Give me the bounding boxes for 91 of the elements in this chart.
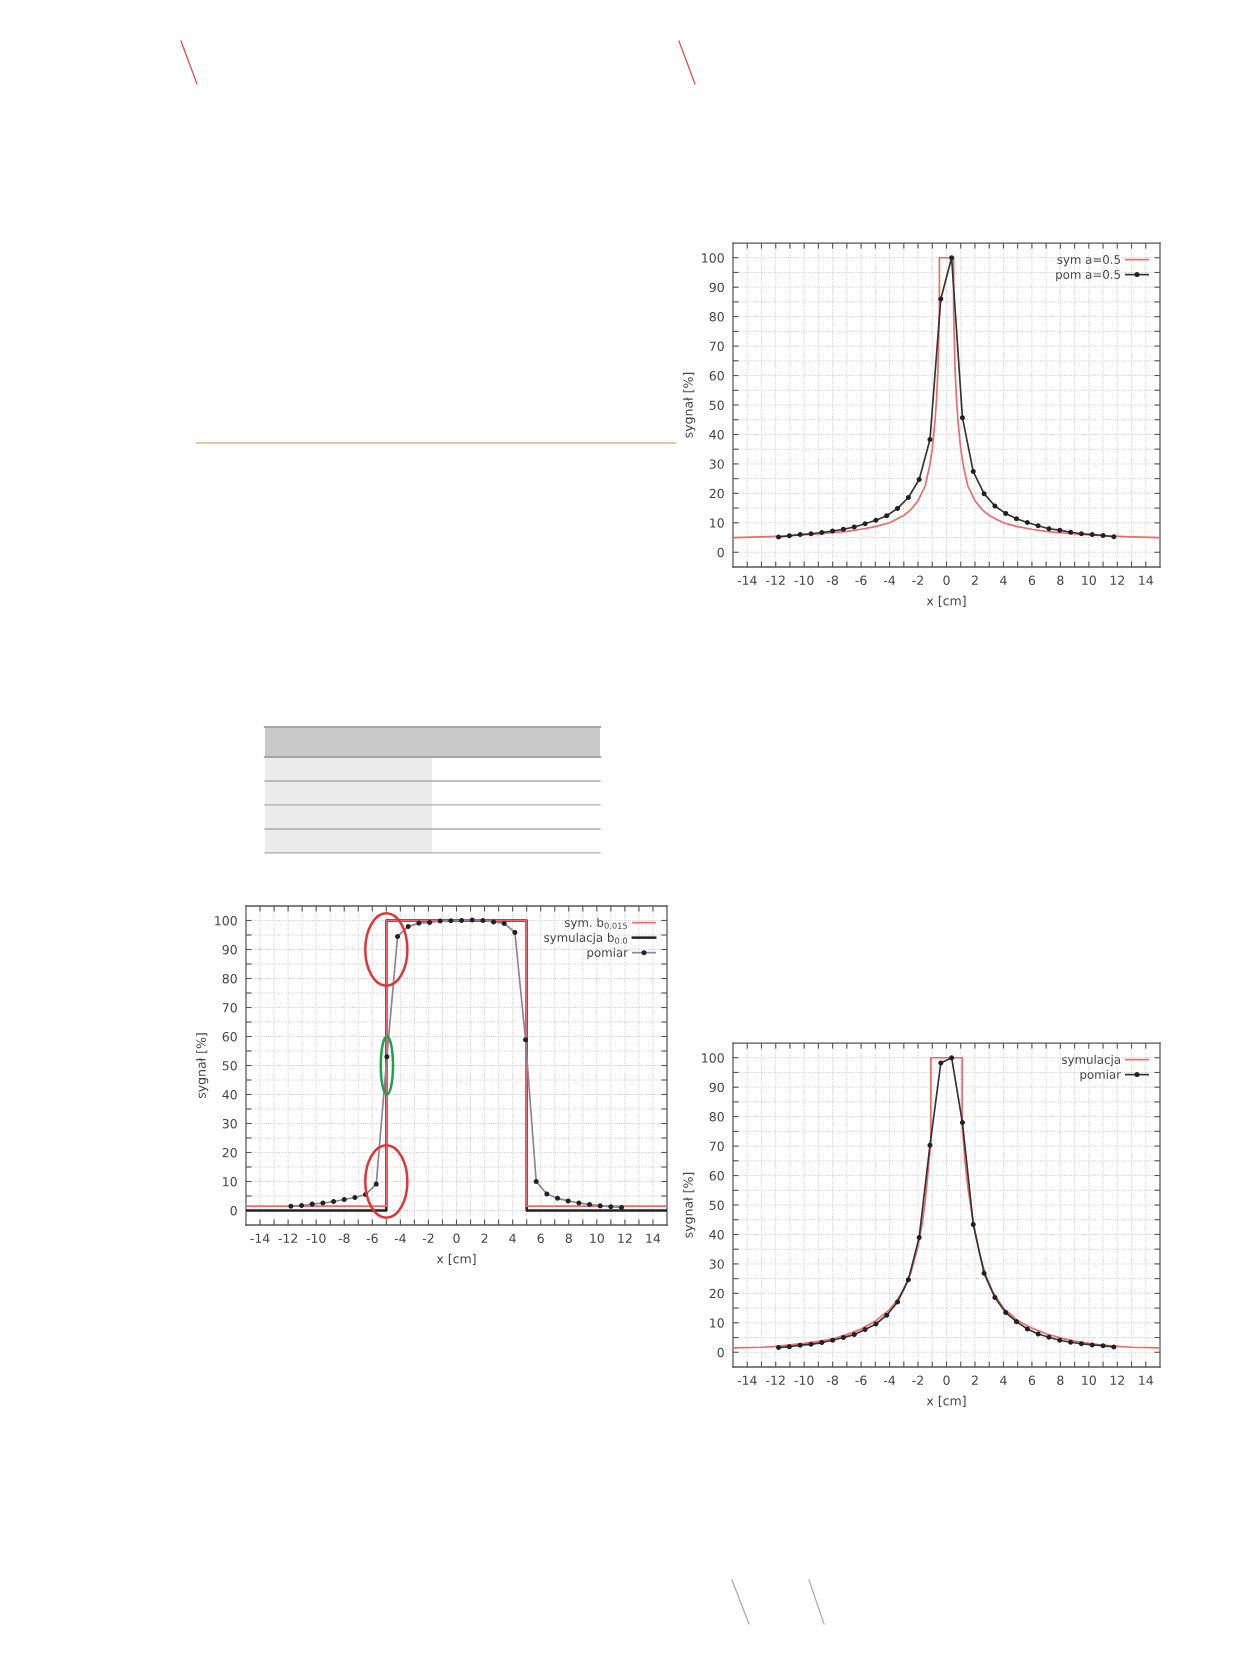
x-tick-label: 6 bbox=[1028, 1375, 1036, 1386]
x-axis-title: x [cm] bbox=[926, 1395, 966, 1407]
x-tick-label: 8 bbox=[1057, 1375, 1064, 1386]
x-tick-label: 0 bbox=[943, 1375, 950, 1386]
x-tick-label: -12 bbox=[766, 1375, 785, 1385]
x-tick-label: -14 bbox=[737, 575, 757, 585]
x-tick-label: 6 bbox=[1028, 575, 1036, 586]
x-tick-label: -10 bbox=[794, 575, 814, 586]
y-tick-label: 10 bbox=[710, 1318, 724, 1328]
y-tick-label: 30 bbox=[709, 459, 724, 469]
y-axis-title: sygnał [%] bbox=[683, 372, 696, 438]
x-tick-label: -10 bbox=[306, 1233, 326, 1244]
y-tick-label: 20 bbox=[222, 1147, 237, 1158]
y-tick-label: 0 bbox=[230, 1205, 237, 1216]
x-tick-label: 12 bbox=[618, 1233, 632, 1243]
x-tick-label: -4 bbox=[883, 1375, 896, 1385]
x-axis-title: x [cm] bbox=[436, 1253, 476, 1265]
y-tick-label: 20 bbox=[709, 488, 724, 499]
x-tick-label: -14 bbox=[737, 1375, 757, 1385]
x-tick-label: 8 bbox=[1057, 575, 1064, 586]
x-tick-label: -8 bbox=[827, 575, 839, 586]
x-tick-label: 4 bbox=[509, 1233, 516, 1243]
x-tick-label: 10 bbox=[590, 1233, 604, 1244]
x-tick-label: 10 bbox=[1082, 1375, 1096, 1386]
x-tick-label: -12 bbox=[766, 575, 785, 585]
legend-label: sym. b$_{0.015}$ bbox=[564, 917, 627, 930]
x-tick-label: 2 bbox=[481, 1233, 488, 1243]
legend-label: symulacja bbox=[1062, 1054, 1120, 1067]
y-tick-label: 40 bbox=[709, 429, 724, 440]
y-tick-label: 50 bbox=[709, 400, 724, 410]
legend-label: sym a=0.5 bbox=[1057, 255, 1121, 267]
y-tick-label: 60 bbox=[222, 1031, 237, 1042]
y-tick-label: 30 bbox=[222, 1118, 237, 1129]
y-tick-label: 90 bbox=[222, 944, 237, 955]
y-tick-label: 60 bbox=[709, 1171, 724, 1181]
x-tick-label: 6 bbox=[537, 1233, 544, 1244]
y-tick-label: 30 bbox=[709, 1259, 724, 1269]
x-tick-label: -2 bbox=[912, 575, 924, 585]
y-tick-label: 50 bbox=[222, 1060, 237, 1071]
x-tick-label: -6 bbox=[366, 1233, 378, 1244]
y-tick-label: 80 bbox=[222, 973, 237, 984]
x-tick-label: 4 bbox=[1000, 575, 1007, 585]
x-axis-title: x [cm] bbox=[926, 595, 966, 607]
y-tick-label: 10 bbox=[223, 1176, 237, 1187]
y-tick-label: 90 bbox=[709, 282, 724, 293]
legend-label: symulacja b$_{0.0}$ bbox=[544, 932, 628, 945]
legend-label: pomiar bbox=[587, 947, 629, 960]
x-tick-label: 0 bbox=[943, 575, 950, 586]
x-tick-label: -2 bbox=[422, 1233, 434, 1243]
legend-label: pomiar bbox=[1080, 1069, 1122, 1082]
y-tick-label: 10 bbox=[710, 518, 724, 528]
y-tick-label: 80 bbox=[709, 312, 724, 322]
x-tick-label: 12 bbox=[1110, 1375, 1124, 1385]
y-tick-label: 0 bbox=[717, 547, 724, 558]
y-tick-label: 70 bbox=[222, 1002, 237, 1013]
y-axis-title: sygnał [%] bbox=[683, 1172, 696, 1238]
x-tick-label: -8 bbox=[827, 1375, 839, 1386]
x-tick-label: -6 bbox=[855, 1375, 867, 1386]
x-tick-label: 10 bbox=[1082, 575, 1096, 586]
x-tick-label: -4 bbox=[394, 1233, 406, 1243]
y-tick-label: 50 bbox=[709, 1200, 724, 1210]
y-tick-label: 40 bbox=[222, 1089, 237, 1100]
x-tick-label: -2 bbox=[912, 1375, 924, 1385]
x-tick-label: -6 bbox=[855, 575, 867, 586]
y-tick-label: 70 bbox=[709, 1141, 724, 1152]
y-tick-label: 20 bbox=[709, 1288, 724, 1299]
y-tick-label: 100 bbox=[702, 253, 724, 263]
x-tick-label: 2 bbox=[971, 575, 978, 585]
x-tick-label: -4 bbox=[883, 575, 896, 585]
y-tick-label: 100 bbox=[215, 915, 237, 926]
y-tick-label: 40 bbox=[709, 1229, 724, 1240]
x-tick-label: 14 bbox=[1139, 575, 1154, 585]
y-tick-label: 80 bbox=[709, 1112, 724, 1122]
y-tick-label: 70 bbox=[709, 341, 724, 352]
x-tick-label: 8 bbox=[565, 1233, 572, 1244]
y-tick-label: 100 bbox=[702, 1053, 724, 1063]
x-tick-label: -10 bbox=[794, 1375, 814, 1386]
y-tick-label: 90 bbox=[709, 1082, 724, 1093]
y-tick-label: 60 bbox=[709, 371, 724, 381]
x-tick-label: -8 bbox=[338, 1233, 350, 1244]
x-tick-label: -12 bbox=[278, 1233, 298, 1243]
x-tick-label: 2 bbox=[971, 1375, 978, 1385]
x-tick-label: 4 bbox=[1000, 1375, 1007, 1385]
x-tick-label: 12 bbox=[1110, 575, 1124, 585]
y-axis-title: sygnał [%] bbox=[196, 1033, 209, 1099]
x-tick-label: 0 bbox=[453, 1233, 460, 1244]
x-tick-label: 14 bbox=[1139, 1375, 1154, 1385]
x-tick-label: -14 bbox=[250, 1233, 270, 1243]
y-tick-label: 0 bbox=[717, 1347, 724, 1358]
x-tick-label: 14 bbox=[646, 1233, 661, 1243]
legend-label: pom a=0.5 bbox=[1056, 269, 1121, 282]
